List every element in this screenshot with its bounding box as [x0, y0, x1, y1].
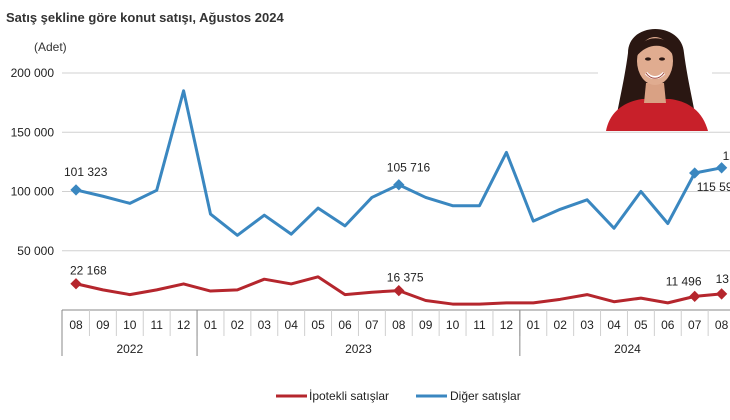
series-lines	[70, 89, 728, 306]
x-tick-label: 07	[688, 318, 702, 332]
data-point	[715, 288, 728, 300]
y-tick-label: 200 000	[11, 66, 55, 80]
data-point	[689, 290, 701, 303]
x-axis: 08 09 10 11 12 01 02 03 04 05 06 07 08 09 10 11 12 01 02 03…	[61, 309, 730, 356]
data-label: 16 375	[387, 271, 424, 285]
x-tick-label: 07	[365, 318, 379, 332]
x-tick-label: 02	[554, 318, 568, 332]
x-tick-label: 01	[204, 318, 218, 332]
x-tick-label: 08	[69, 318, 83, 332]
year-label: 2022	[116, 342, 143, 356]
data-point	[393, 179, 405, 191]
data-label: 13 57	[716, 272, 730, 286]
y-tick-label: 100 000	[11, 185, 55, 199]
data-labels: 101 323 105 716 115 59 120 22 168 16 375 11 49…	[64, 149, 730, 289]
x-tick-label: 08	[392, 318, 406, 332]
data-point	[393, 284, 405, 297]
legend-label-diger: Diğer satışlar	[450, 389, 521, 403]
x-tick-label: 08	[715, 318, 729, 332]
x-tick-label: 12	[177, 318, 191, 332]
x-tick-label: 04	[607, 318, 621, 332]
data-point	[70, 278, 82, 290]
x-tick-label: 02	[231, 318, 245, 332]
x-tick-label: 09	[96, 318, 110, 332]
y-axis-unit: (Adet)	[34, 40, 67, 54]
data-point	[715, 162, 728, 174]
portrait-photo	[598, 13, 712, 131]
data-label: 105 716	[387, 161, 431, 175]
x-tick-label: 06	[661, 318, 675, 332]
y-axis: 50 000 100 000 150 000 200 000	[11, 66, 55, 258]
data-label: 11 496	[666, 274, 702, 288]
data-point	[689, 167, 701, 179]
legend-label-ipotekli: İpotekli satışlar	[309, 389, 389, 403]
y-tick-label: 150 000	[11, 125, 55, 139]
x-tick-label: 05	[311, 318, 325, 332]
data-label: 101 323	[64, 165, 108, 179]
x-tick-label: 11	[473, 318, 486, 332]
data-label: 22 168	[70, 264, 107, 278]
data-label: 120	[723, 149, 730, 163]
x-tick-label: 04	[285, 318, 299, 332]
x-tick-label: 10	[123, 318, 137, 332]
chart-title: Satış şekline göre konut satışı, Ağustos…	[6, 10, 284, 25]
x-tick-label: 01	[527, 318, 541, 332]
legend: İpotekli satışlar Diğer satışlar	[276, 389, 521, 403]
x-tick-label: 12	[500, 318, 514, 332]
x-tick-label: 06	[338, 318, 352, 332]
data-label: 115 59	[697, 180, 730, 194]
x-tick-label: 11	[150, 318, 163, 332]
y-tick-label: 50 000	[17, 244, 54, 258]
x-tick-label: 03	[258, 318, 272, 332]
x-tick-label: 09	[419, 318, 433, 332]
year-label: 2023	[345, 342, 372, 356]
x-tick-label: 05	[634, 318, 648, 332]
year-label: 2024	[614, 342, 641, 356]
data-point	[70, 184, 82, 196]
x-tick-label: 03	[580, 318, 594, 332]
x-tick-label: 10	[446, 318, 460, 332]
